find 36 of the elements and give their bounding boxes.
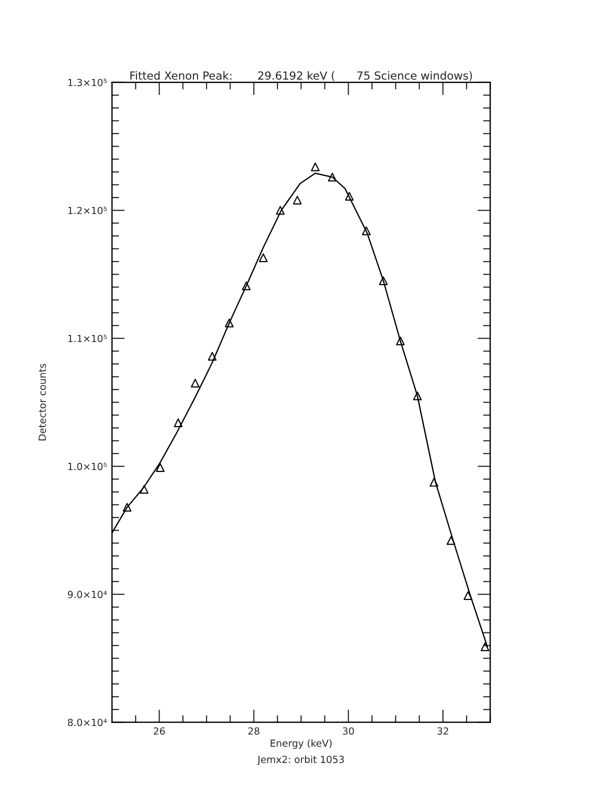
y-tick-label: 8.0×10⁴: [68, 718, 107, 726]
x-tick-label: 28: [248, 727, 260, 735]
point: [258, 253, 268, 262]
point: [224, 318, 234, 328]
y-tick-label: 9.0×10⁴: [68, 590, 107, 598]
point: [208, 352, 217, 361]
y-tick-label: 1.1×10⁵: [68, 334, 107, 342]
x-axis-title: Energy (keV): [270, 739, 332, 749]
point: [276, 206, 285, 215]
y-tick-label: 1.3×10⁵: [68, 78, 107, 86]
point: [174, 418, 183, 428]
point: [379, 276, 388, 286]
point: [156, 463, 165, 472]
point: [430, 478, 438, 487]
point: [310, 162, 320, 172]
x-tick-label: 26: [154, 727, 165, 735]
point: [446, 536, 456, 545]
y-axis-title: Detector counts: [38, 364, 46, 440]
point: [122, 502, 132, 512]
point: [292, 196, 302, 204]
point: [140, 485, 149, 494]
y-tick-label: 1.0×10⁵: [68, 462, 107, 470]
x-tick-label: 32: [437, 727, 448, 735]
point: [344, 192, 354, 201]
point: [242, 282, 251, 290]
x-tick-label: 30: [342, 727, 354, 735]
point: [362, 226, 371, 236]
point: [464, 591, 472, 600]
point: [328, 172, 337, 182]
chart-title: Fitted Xenon Peak: 29.6192 keV ( 75 Science windows): [130, 71, 472, 82]
point: [396, 336, 405, 346]
point: [480, 642, 490, 652]
text: Jemx2: orbit 1053: [257, 756, 344, 765]
y-tick-label: 1.2×10⁵: [68, 206, 107, 214]
point: [413, 392, 422, 400]
point: [190, 378, 200, 388]
